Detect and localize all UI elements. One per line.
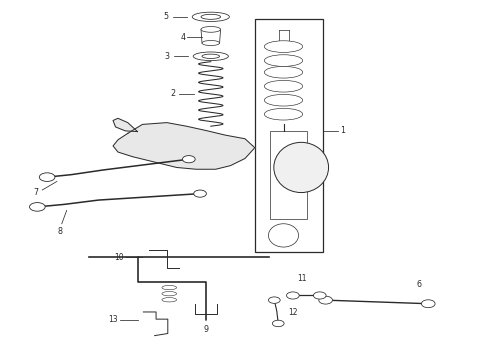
Ellipse shape: [319, 296, 332, 304]
Text: 5: 5: [164, 12, 169, 21]
Bar: [255, 19, 323, 252]
Ellipse shape: [264, 41, 303, 53]
Ellipse shape: [162, 298, 176, 302]
Ellipse shape: [274, 142, 329, 193]
Ellipse shape: [421, 300, 435, 308]
Ellipse shape: [269, 224, 298, 247]
Ellipse shape: [162, 285, 176, 290]
Ellipse shape: [264, 80, 303, 92]
Ellipse shape: [192, 12, 229, 22]
Ellipse shape: [194, 190, 206, 197]
Ellipse shape: [264, 66, 303, 78]
Ellipse shape: [29, 203, 45, 211]
Text: 2: 2: [170, 89, 175, 98]
Text: 9: 9: [203, 325, 208, 334]
Text: 1: 1: [340, 126, 345, 135]
Ellipse shape: [201, 14, 220, 19]
Ellipse shape: [272, 320, 284, 327]
Text: 10: 10: [115, 253, 124, 262]
Ellipse shape: [162, 292, 176, 296]
Ellipse shape: [201, 27, 220, 32]
Ellipse shape: [287, 292, 299, 299]
Text: 3: 3: [165, 52, 170, 61]
Text: 11: 11: [297, 274, 306, 283]
Ellipse shape: [264, 108, 303, 120]
Ellipse shape: [182, 156, 195, 163]
Ellipse shape: [39, 173, 55, 181]
Polygon shape: [113, 118, 138, 132]
Ellipse shape: [202, 54, 220, 58]
Ellipse shape: [269, 297, 280, 303]
Text: 13: 13: [108, 315, 118, 324]
Ellipse shape: [264, 55, 303, 66]
Bar: [270, 131, 307, 219]
Text: 7: 7: [34, 188, 39, 197]
Text: 12: 12: [288, 308, 297, 317]
Polygon shape: [113, 123, 255, 169]
Ellipse shape: [193, 52, 228, 60]
Ellipse shape: [264, 94, 303, 106]
Text: 6: 6: [417, 280, 422, 289]
Ellipse shape: [202, 41, 220, 45]
Ellipse shape: [314, 292, 326, 299]
Text: 4: 4: [180, 33, 185, 42]
Text: 8: 8: [58, 227, 63, 236]
